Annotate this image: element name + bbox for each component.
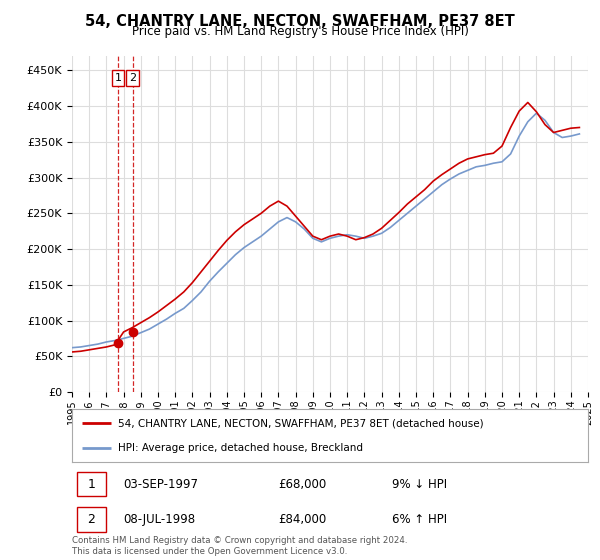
Bar — [77, 472, 106, 496]
Text: £84,000: £84,000 — [278, 513, 326, 526]
Text: 54, CHANTRY LANE, NECTON, SWAFFHAM, PE37 8ET: 54, CHANTRY LANE, NECTON, SWAFFHAM, PE37… — [85, 14, 515, 29]
Text: £68,000: £68,000 — [278, 478, 326, 491]
Text: HPI: Average price, detached house, Breckland: HPI: Average price, detached house, Brec… — [118, 442, 364, 452]
Bar — [77, 507, 106, 532]
Text: 08-JUL-1998: 08-JUL-1998 — [124, 513, 196, 526]
Text: 9% ↓ HPI: 9% ↓ HPI — [392, 478, 447, 491]
Text: 6% ↑ HPI: 6% ↑ HPI — [392, 513, 447, 526]
Text: 2: 2 — [129, 73, 136, 83]
Text: Contains HM Land Registry data © Crown copyright and database right 2024.
This d: Contains HM Land Registry data © Crown c… — [72, 536, 407, 556]
Text: Price paid vs. HM Land Registry's House Price Index (HPI): Price paid vs. HM Land Registry's House … — [131, 25, 469, 38]
Text: 1: 1 — [88, 478, 95, 491]
Text: 03-SEP-1997: 03-SEP-1997 — [124, 478, 199, 491]
Text: 54, CHANTRY LANE, NECTON, SWAFFHAM, PE37 8ET (detached house): 54, CHANTRY LANE, NECTON, SWAFFHAM, PE37… — [118, 418, 484, 428]
Text: 2: 2 — [88, 513, 95, 526]
Text: 1: 1 — [115, 73, 121, 83]
